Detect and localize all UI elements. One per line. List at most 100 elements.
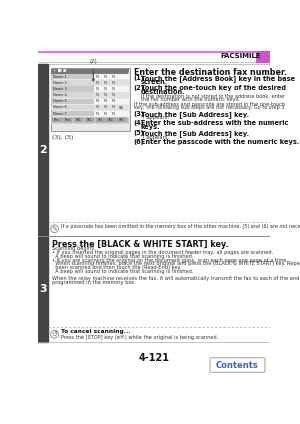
Text: OK5: OK5	[119, 118, 125, 122]
Bar	[48, 236, 270, 342]
Text: When the relay machine receives the fax, it will automatically transmit the fax : When the relay machine receives the fax,…	[52, 276, 300, 281]
Bar	[52, 92, 129, 98]
Bar	[106, 118, 116, 123]
Text: N: N	[96, 99, 99, 103]
Text: Touch the [Sub Address] key.: Touch the [Sub Address] key.	[141, 111, 249, 117]
Text: N: N	[111, 106, 114, 109]
Text: ’/ appears.: ’/ appears.	[141, 115, 169, 120]
Text: Contents: Contents	[216, 360, 259, 370]
Text: N: N	[111, 75, 114, 79]
Bar	[63, 118, 72, 123]
Text: Scanning begins.: Scanning begins.	[52, 246, 96, 251]
Text: N: N	[96, 93, 99, 97]
Text: N: N	[96, 112, 99, 116]
Bar	[38, 64, 48, 236]
Text: (3): (3)	[134, 111, 145, 117]
Bar	[52, 118, 62, 123]
Bar	[52, 69, 129, 74]
Text: the fax number with the numeric keys.: the fax number with the numeric keys.	[141, 98, 239, 103]
Text: N: N	[103, 93, 106, 97]
Text: Enter the destination fax number.: Enter the destination fax number.	[134, 68, 286, 77]
Bar	[38, 236, 48, 342]
Text: N: N	[96, 106, 99, 109]
Text: Next: Next	[64, 118, 71, 122]
Text: Name 2: Name 2	[53, 81, 67, 85]
Bar	[51, 68, 130, 131]
Text: (2): (2)	[134, 85, 145, 91]
Text: ’/ appears.: ’/ appears.	[141, 134, 169, 139]
Text: (6): (6)	[134, 139, 145, 145]
Text: Enter the sub-address with the numeric: Enter the sub-address with the numeric	[141, 120, 288, 126]
Text: N: N	[96, 75, 99, 79]
Text: A beep will sound to indicate that scanning is finished.: A beep will sound to indicate that scann…	[52, 269, 194, 273]
Bar	[48, 64, 270, 236]
Text: If the sub-address and passcode are stored in the one-touch: If the sub-address and passcode are stor…	[134, 102, 285, 107]
Text: Name 5: Name 5	[53, 99, 67, 103]
Text: OK2: OK2	[87, 118, 92, 122]
Text: Touch the [Sub Address] key.: Touch the [Sub Address] key.	[141, 130, 249, 137]
Text: ↺: ↺	[52, 331, 58, 337]
Text: 3: 3	[39, 284, 47, 294]
Text: + ■ ●: + ■ ●	[53, 69, 67, 73]
Bar	[74, 118, 83, 123]
Bar	[52, 86, 94, 92]
Text: been scanned and then touch the [Read-End] key.: been scanned and then touch the [Read-En…	[52, 265, 182, 270]
Text: N: N	[111, 81, 114, 85]
Text: To cancel scanning...: To cancel scanning...	[61, 329, 130, 334]
Text: Name 1: Name 1	[53, 75, 67, 79]
Text: 4-121: 4-121	[138, 353, 169, 363]
Bar	[52, 111, 129, 116]
Text: Press the [STOP] key (ø®) while the original is being scanned.: Press the [STOP] key (ø®) while the orig…	[61, 334, 218, 340]
Text: (4): (4)	[134, 120, 145, 126]
Text: N: N	[111, 112, 114, 116]
Bar	[52, 105, 94, 110]
Text: Name 6: Name 6	[53, 106, 67, 109]
Text: N: N	[103, 81, 106, 85]
Text: ✎: ✎	[52, 226, 58, 232]
Bar	[52, 111, 94, 116]
Bar	[117, 118, 127, 123]
Bar	[52, 99, 129, 104]
Bar	[256, 51, 270, 61]
Text: • If you inserted the original pages in the document feeder tray, all pages are : • If you inserted the original pages in …	[52, 250, 273, 255]
Text: Name 3: Name 3	[53, 87, 67, 91]
Text: Enter the passcode with the numeric keys.: Enter the passcode with the numeric keys…	[141, 139, 299, 145]
Text: Name 4: Name 4	[53, 93, 67, 97]
Text: 2: 2	[39, 145, 47, 155]
FancyBboxPatch shape	[210, 358, 265, 372]
Bar	[52, 99, 94, 104]
Text: (1): (1)	[134, 75, 145, 81]
Text: Touch the [Address Book] key in the base: Touch the [Address Book] key in the base	[141, 75, 295, 82]
Bar	[52, 92, 94, 98]
Text: N: N	[103, 112, 106, 116]
Text: Prev: Prev	[54, 118, 60, 122]
Text: If the destination is not stored in the address book, enter: If the destination is not stored in the …	[141, 94, 285, 99]
Text: N: N	[111, 87, 114, 91]
Text: If a passcode has been omitted in the memory box of the other machine, (5) and (: If a passcode has been omitted in the me…	[61, 224, 300, 229]
Text: N: N	[103, 106, 106, 109]
Bar	[52, 80, 94, 86]
Text: A beep will sound to indicate that scanning is finished.: A beep will sound to indicate that scann…	[52, 254, 194, 259]
Bar	[52, 86, 129, 92]
Text: Touch the one-touch key of the desired: Touch the one-touch key of the desired	[141, 85, 286, 91]
Text: (5): (5)	[134, 130, 144, 136]
Bar	[52, 74, 94, 79]
Text: programmed in the memory box.: programmed in the memory box.	[52, 280, 136, 285]
Bar	[52, 80, 129, 86]
Text: OK1: OK1	[76, 118, 81, 122]
Text: N: N	[96, 87, 99, 91]
Bar	[38, 51, 270, 53]
Text: ■: ■	[118, 106, 122, 109]
Text: Press the [BLACK & WHITE START] key.: Press the [BLACK & WHITE START] key.	[52, 240, 229, 248]
Text: screen.: screen.	[141, 79, 168, 85]
Text: FACSIMILE: FACSIMILE	[220, 53, 261, 59]
Text: N: N	[111, 93, 114, 97]
Text: OK3: OK3	[98, 118, 103, 122]
Text: N: N	[103, 99, 106, 103]
Bar	[52, 74, 129, 79]
Bar	[52, 117, 129, 124]
Text: (2): (2)	[89, 59, 97, 81]
Text: destination.: destination.	[141, 89, 185, 95]
Text: key, the following sub-steps are not necessary. Go to step 3.: key, the following sub-steps are not nec…	[134, 106, 286, 110]
Text: ✓: ✓	[126, 69, 130, 74]
